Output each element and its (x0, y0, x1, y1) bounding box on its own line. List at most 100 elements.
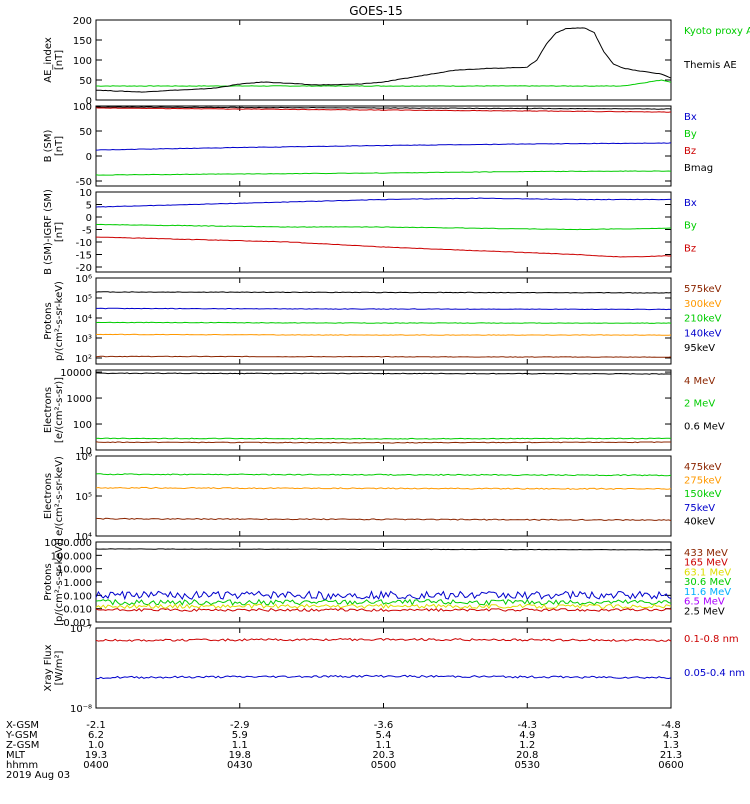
panel-4: 10² 10³ 10⁴ 10⁵ 10⁶ Protonsp/(cm²-s-sr-keV) 57… (43, 274, 722, 365)
ephemeris-row-label: Z-GSM (6, 740, 39, 751)
series-line-6-2 (95, 486, 672, 490)
chart-title: GOES-15 (349, 4, 403, 18)
y-tick-label: 200 (73, 16, 92, 27)
y-axis-label: Xray Flux[W/m²] (43, 644, 65, 691)
legend-entry: Bz (684, 243, 696, 254)
series-line-1-1 (96, 79, 672, 87)
y-tick-label: 10² (75, 354, 92, 365)
panel-2: -50 0 50 100 B (SM)[nT] Bx By Bz Bmag (43, 102, 713, 188)
y-tick-label: 0 (86, 96, 92, 107)
ephemeris-value: 21.3 (660, 750, 682, 761)
y-tick-label: 10⁵ (75, 294, 92, 305)
y-axis-label-line: Electrons (43, 473, 54, 519)
y-tick-label: 150 (73, 36, 92, 47)
legend-entry: 0.1-0.8 nm (684, 634, 739, 645)
y-axis-label-line: p/(cm²-s-sr-keV) (54, 281, 65, 361)
y-axis-label-line: B (SM) (43, 129, 54, 162)
y-tick-label: 100 (73, 420, 92, 431)
ephemeris-value: 1.1 (232, 740, 248, 751)
series-line-5-1 (95, 372, 671, 375)
panel-8: 10⁻⁸ 10⁻⁷ Xray Flux[W/m²] 0.1-0.8 nm 0.05-0.… (43, 624, 745, 715)
y-axis-label-line: AE_index (43, 37, 54, 83)
legend-entry: 2.5 MeV (684, 606, 725, 617)
legend-entry: 30.6 MeV (684, 577, 731, 588)
y-axis-label: Electrons[e/(cm²-s-sr)] (43, 377, 65, 443)
panel-frame (95, 19, 672, 101)
panel-frame (95, 191, 672, 273)
y-tick-label: 5 (86, 201, 92, 212)
legend-entry: 4 MeV (684, 376, 715, 387)
panel-7: 0.001 0.010 0.100 1.000 10.000 100.000 1000.00… (43, 538, 731, 629)
y-axis-label-line: [W/m²] (54, 650, 65, 685)
y-tick-label: 50 (79, 127, 92, 138)
y-tick-label: -10 (76, 238, 92, 249)
series-line-7-1 (95, 548, 672, 551)
series-line-3-2 (95, 223, 672, 231)
ephemeris-row-label: X-GSM (6, 720, 39, 731)
ephemeris-value: 0600 (658, 760, 683, 771)
legend-entry: 0.05-0.4 nm (684, 668, 745, 679)
ephemeris-value: 1.2 (519, 740, 535, 751)
legend-entry: 75keV (684, 503, 715, 514)
y-tick-label: 0 (86, 152, 92, 163)
ephemeris-value: 1.1 (376, 740, 392, 751)
ephemeris-value: 0530 (515, 760, 540, 771)
legend-entry: 575keV (684, 284, 722, 295)
y-tick-label: 10000 (60, 368, 92, 379)
y-axis-label-line: [e/(cm²-s-sr)] (54, 377, 65, 443)
panel-frame (95, 541, 672, 623)
ephemeris-value: -4.3 (517, 720, 537, 731)
series-line-4-1 (95, 291, 672, 294)
panel-frame (95, 369, 672, 451)
series-line-4-3 (95, 321, 672, 324)
series-line-8-1 (95, 637, 672, 642)
y-axis-label-line: Electrons (43, 387, 54, 433)
y-tick-label: 0.100 (63, 591, 92, 602)
legend-entry: Themis AE (683, 60, 737, 71)
series-line-3-3 (96, 236, 672, 258)
legend-entry: 210keV (684, 314, 722, 325)
ephemeris-value: 0430 (227, 760, 252, 771)
y-axis-label: Protonsp/(cm²-s-sr-keV) (43, 281, 65, 361)
ephemeris-row-label: Y-GSM (5, 730, 38, 741)
legend-entry: Kyoto proxy AE (684, 26, 750, 37)
series-line-5-3 (95, 441, 671, 444)
legend-entry: 11.6 MeV (684, 587, 731, 598)
y-tick-label: 10 (79, 188, 92, 199)
legend-entry: 475keV (684, 462, 722, 473)
series-line-2-2 (95, 107, 672, 113)
y-tick-label: 100.000 (51, 551, 92, 562)
y-axis-label-line: e/(cm²-s-sr-keV) (54, 456, 65, 536)
legend-entry: 0.6 MeV (684, 421, 725, 432)
y-tick-label: 10⁻⁷ (70, 624, 92, 635)
y-axis-label-line: [nT] (54, 222, 65, 242)
y-axis-label-line: [nT] (54, 50, 65, 70)
legend-entry: Bx (684, 112, 697, 123)
y-tick-label: 10³ (75, 334, 92, 345)
y-tick-label: 1000.000 (44, 538, 92, 549)
ephemeris-row-label: hhmm (6, 760, 38, 771)
series-line-4-2 (96, 307, 672, 311)
y-axis-label: B (SM)-IGRF (SM)[nT] (43, 189, 65, 275)
legend-entry: 300keV (684, 299, 722, 310)
series-line-5-2 (95, 437, 672, 440)
y-axis-label-line: [p/(cm²-s-sr-keV)] (54, 538, 65, 626)
y-axis-label: B (SM)[nT] (43, 129, 65, 162)
y-tick-label: 1.000 (63, 578, 92, 589)
ephemeris-value: 0500 (371, 760, 396, 771)
legend-entry: Bx (684, 198, 697, 209)
y-tick-label: 100 (73, 102, 92, 113)
ephemeris-value: 1.3 (663, 740, 679, 751)
panel-frame (95, 455, 672, 537)
y-axis-label-line: Protons (43, 563, 54, 600)
ephemeris-value: 0400 (83, 760, 108, 771)
y-tick-label: 10 (79, 446, 92, 457)
ephemeris-value: -2.9 (230, 720, 250, 731)
y-axis-label: Protons[p/(cm²-s-sr-keV)] (43, 538, 65, 626)
series-line-6-1 (95, 473, 672, 477)
series-line-4-5 (95, 355, 672, 358)
panel-frame (95, 277, 672, 365)
panel-3: 10 50 -5-10 -15-20 B (SM)-IGRF (SM)[nT] Bx By B… (43, 188, 697, 275)
